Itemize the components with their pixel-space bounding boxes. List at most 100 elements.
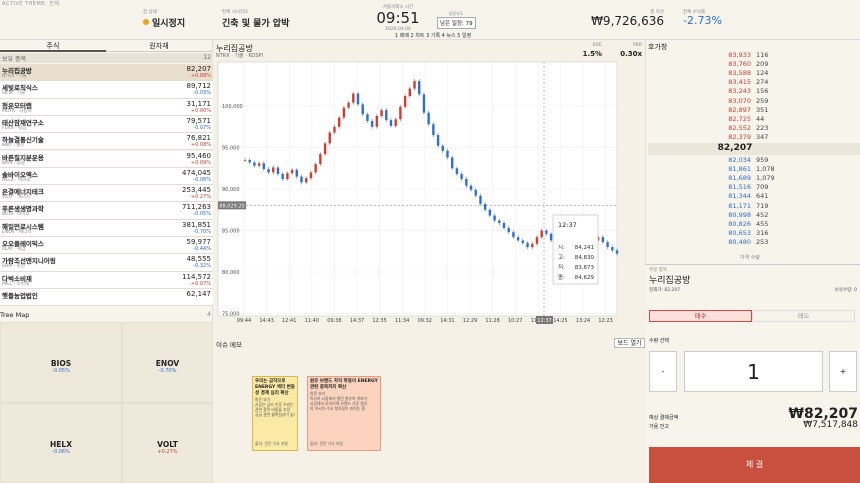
submit-button[interactable]: 체 결 xyxy=(649,447,860,483)
candle xyxy=(516,237,520,241)
order-price: 82,379 xyxy=(728,132,751,141)
order-price: 82,725 xyxy=(728,114,751,123)
x-tick-label: 14:31 xyxy=(440,318,454,324)
candle xyxy=(309,172,313,179)
treemap-cell[interactable]: BIOS -0.05% xyxy=(0,322,122,403)
x-tick-label: 09:44 xyxy=(237,318,251,324)
remaining[interactable]: 남은 일정: 79 xyxy=(437,17,476,29)
treemap-code: BIOS xyxy=(50,359,72,368)
total-label: 예상 결제금액 xyxy=(649,415,679,421)
stock-row[interactable]: 바른질지분운용 BRIX · 금융 95,460 +0.09% xyxy=(0,150,213,168)
treemap-cell[interactable]: ENOV -0.70% xyxy=(122,322,213,403)
treemap-label: Tree Map xyxy=(0,311,30,319)
treemap-cell[interactable]: VOLT +0.27% xyxy=(122,402,213,483)
candle xyxy=(314,164,317,173)
stock-change: -0.70% xyxy=(193,228,211,235)
candle xyxy=(403,96,407,107)
treemap-change: -0.70% xyxy=(158,368,177,374)
stock-price: 48,555 xyxy=(186,255,212,264)
holdings-bar xyxy=(0,53,213,63)
cash-label: 가용 잔고 xyxy=(649,424,669,430)
stock-row[interactable]: 오오플레이믹스 PLAY · 게임 59,977 -0.44% xyxy=(0,237,213,255)
stock-price: 114,572 xyxy=(182,272,211,281)
crosshair-x-label: 12:37 xyxy=(537,318,551,324)
order-price: 80,998 xyxy=(728,210,751,219)
order-qty: 316 xyxy=(756,228,769,237)
stock-price: 89,712 xyxy=(186,82,212,91)
tooltip-label: 시: xyxy=(558,245,565,251)
stock-row[interactable]: 솔바이오엑스 HELX · 바이오 474,045 -0.06% xyxy=(0,167,213,186)
candle xyxy=(493,215,496,221)
order-price: 83,415 xyxy=(728,78,751,87)
qty-plus[interactable]: + xyxy=(829,351,857,392)
candle xyxy=(422,94,426,113)
candle xyxy=(502,223,506,229)
candle xyxy=(366,114,369,121)
stock-row[interactable]: 가람조선엔지니어링 SHIP · 조선 48,555 -0.32% xyxy=(0,254,213,272)
y-tick-label: 85,000 xyxy=(222,229,240,235)
order-price: 82,552 xyxy=(728,123,751,132)
candle xyxy=(474,189,477,196)
x-tick-label: 12:23 xyxy=(598,318,612,324)
stock-row[interactable]: 해일먼로시스템 ENOV · 에너지 381,851 -0.70% xyxy=(0,219,213,237)
treemap-count: 4 xyxy=(207,311,211,318)
stock-price: 95,460 xyxy=(186,151,212,160)
order-qty: 223 xyxy=(756,123,769,132)
crosshair-y-label: 88,029.20 xyxy=(219,203,244,209)
asset-tab[interactable]: 주식 xyxy=(0,41,106,52)
memo-card[interactable]: 원유 브랜드 차익 파동이 ENERGY 관련 종목까지 확산 원문 보기 아시아 … xyxy=(307,376,381,451)
tooltip-value: 84,830 xyxy=(575,255,595,261)
asset-tab[interactable]: 원자재 xyxy=(106,41,212,52)
y-tick-label: 90,000 xyxy=(222,187,240,193)
stock-code: SHIP · 조선 xyxy=(2,264,25,270)
qty-minus[interactable]: - xyxy=(649,351,677,392)
stock-row[interactable]: 다벅소비재 MILL · 소비재 114,572 +0.07% xyxy=(0,271,213,289)
order-qty: 959 xyxy=(756,156,769,164)
qty-input[interactable]: 1 xyxy=(684,351,823,392)
memo-card[interactable]: 우리는 금작으로 ENERGY 섹터 변동성 경계 심리 확산 원문 보기 시장은 … xyxy=(252,376,298,451)
chart-title: 누리집공방 xyxy=(216,44,253,53)
stock-row[interactable]: 햇들농업법인 62,147 xyxy=(0,288,213,307)
stock-name: 누리집공방 xyxy=(2,67,32,75)
stock-row[interactable]: 누리집공방 NTRX · 기술 82,207 +0.88% xyxy=(0,64,213,82)
treemap-change: +0.27% xyxy=(157,448,178,455)
stat-value: 1.5% xyxy=(582,50,602,58)
stock-price: 381,851 xyxy=(182,220,211,229)
stock-row[interactable]: 태산잠재연구소 FERX · 철강 79,571 -0.07% xyxy=(0,115,213,134)
candle xyxy=(328,132,331,144)
candle xyxy=(413,81,416,89)
order-tab[interactable]: 매도 xyxy=(752,310,855,322)
candle xyxy=(545,230,548,234)
x-tick-label: 10:27 xyxy=(508,318,522,324)
clock: 09:51 xyxy=(376,9,420,27)
stock-row[interactable]: 세빛로직식스 SILM · 기술 89,712 -0.03% xyxy=(0,81,213,99)
candle xyxy=(549,233,553,241)
stock-price: 59,977 xyxy=(186,238,212,246)
scenario: 긴축 및 물가 압박 xyxy=(222,19,290,29)
x-tick-label: 12:35 xyxy=(372,318,386,324)
stock-name: 푸른생생명과학 xyxy=(2,205,44,214)
candle xyxy=(253,162,256,166)
stock-row[interactable]: 온결에너지테크 VOLT · 에너지 253,445 +0.27% xyxy=(0,185,213,203)
stock-price: 79,571 xyxy=(186,116,212,125)
memo-board-button[interactable]: 보드 열기 xyxy=(614,338,645,348)
treemap-cell[interactable]: HELX -0.06% xyxy=(0,402,122,483)
tooltip-label: 종: xyxy=(558,274,565,281)
treemap-change: -0.06% xyxy=(52,448,70,455)
total-asset: ₩9,726,636 xyxy=(591,14,664,28)
x-tick-label: 14:43 xyxy=(259,318,273,324)
order-qty: 641 xyxy=(756,192,769,201)
order-tab[interactable]: 매수 xyxy=(649,310,752,322)
stock-row[interactable]: 청운모터랩 MOTA · 자동차 31,171 +0.00% xyxy=(0,98,213,116)
candle xyxy=(446,150,449,158)
market-label: 장 상태 xyxy=(143,10,157,15)
stock-row[interactable]: 푸른생생명과학 BIOS · 바이오 711,263 -0.05% xyxy=(0,202,213,220)
candle xyxy=(300,176,303,183)
chart-subtitle: NTRX · 기술 · KOSPI xyxy=(216,53,264,59)
candle xyxy=(286,173,289,180)
stock-row[interactable]: 하늘결통신기술 KBIT · 통신 76,821 +0.08% xyxy=(0,133,213,151)
x-tick-label: 14:37 xyxy=(350,318,364,324)
stock-change: -0.32% xyxy=(193,263,211,270)
status-dot xyxy=(143,19,149,25)
view-tabs[interactable]: 1 매매 2 차트 3 기록 4 뉴스 5 일정 xyxy=(395,33,472,39)
